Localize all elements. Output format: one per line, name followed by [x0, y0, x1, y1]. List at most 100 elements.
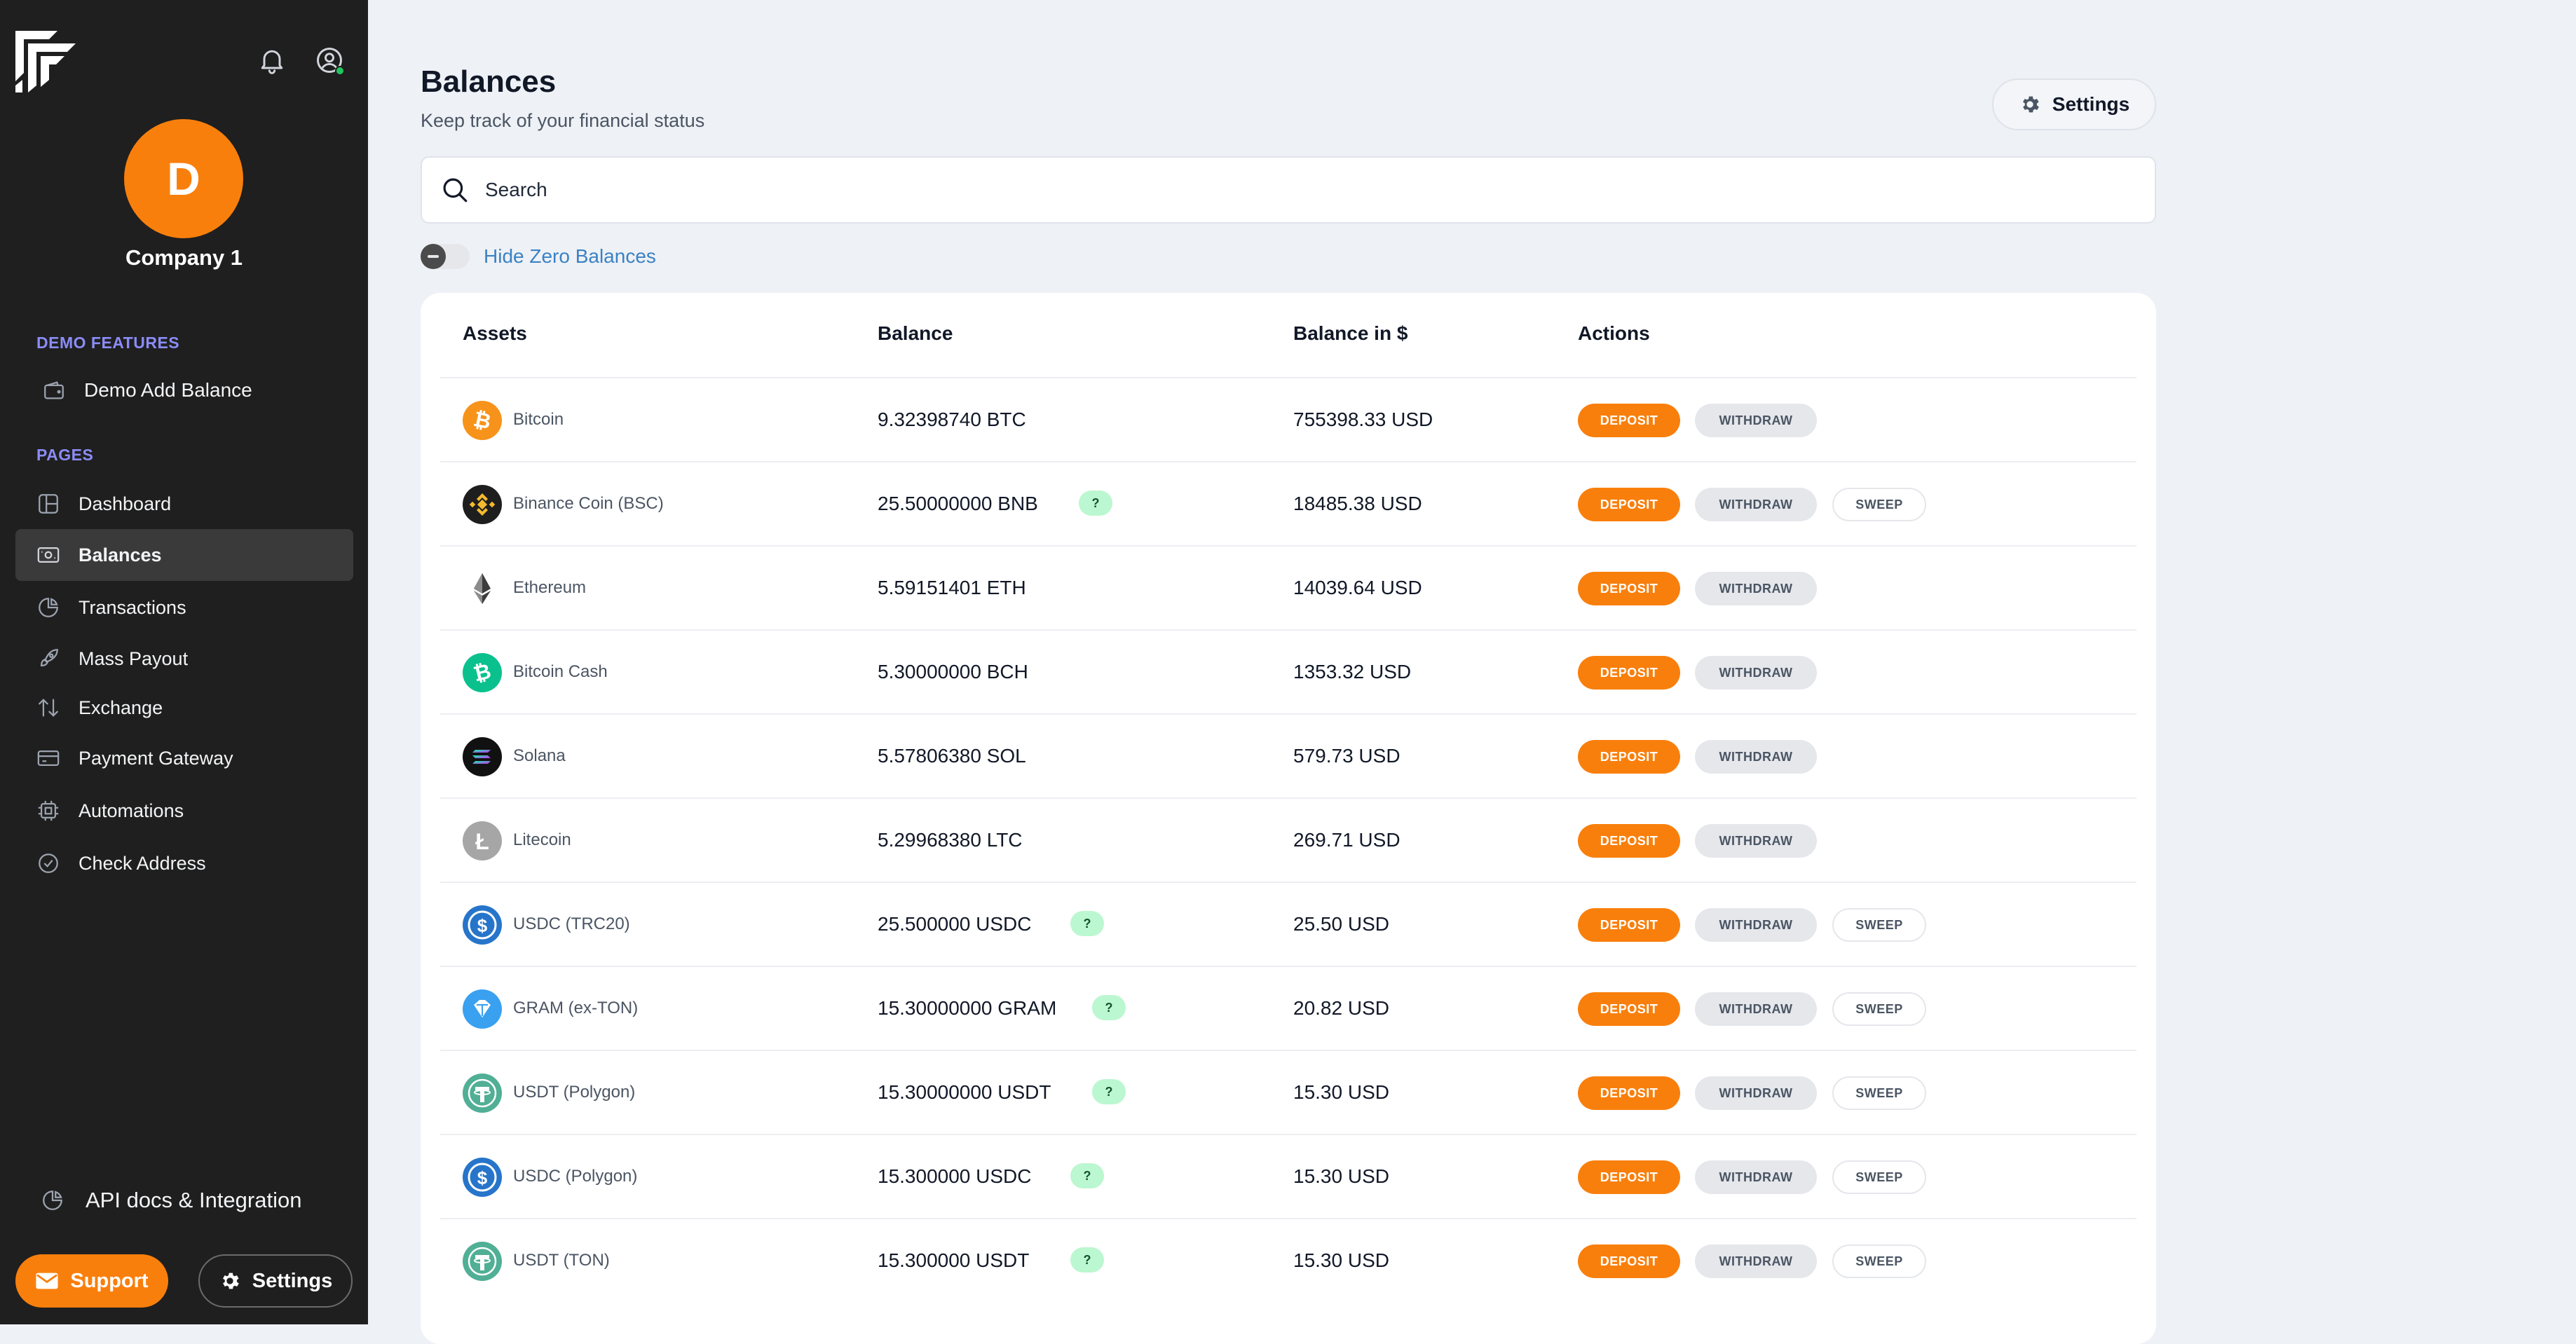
help-badge[interactable]: ? — [1092, 1079, 1126, 1104]
asset-balance: 15.300000 USDT — [878, 1249, 1030, 1271]
asset-balance-usd: 15.30 USD — [1293, 1081, 1389, 1103]
bell-icon[interactable] — [257, 45, 287, 76]
deposit-button[interactable]: DEPOSIT — [1578, 1160, 1680, 1194]
wallet-icon — [44, 381, 64, 399]
asset-balance-usd: 1353.32 USD — [1293, 661, 1412, 683]
search-input[interactable] — [485, 179, 2027, 201]
sidebar-item-mass-payout[interactable]: Mass Payout — [15, 633, 353, 685]
user-account-icon[interactable] — [314, 45, 345, 76]
sidebar-settings-label: Settings — [252, 1269, 333, 1292]
sweep-button[interactable]: SWEEP — [1832, 488, 1926, 521]
asset-name: Bitcoin — [513, 410, 564, 429]
deposit-button[interactable]: DEPOSIT — [1578, 1244, 1680, 1278]
deposit-button[interactable]: DEPOSIT — [1578, 908, 1680, 942]
hide-zero-balances-toggle[interactable] — [421, 244, 470, 269]
table-row: Binance Coin (BSC) 25.50000000 BNB? 18485.… — [440, 461, 2137, 545]
page-title: Balances — [421, 64, 557, 99]
sidebar-item-automations[interactable]: Automations — [15, 785, 353, 837]
pie-chart-icon — [43, 1191, 62, 1210]
sidebar-item-dashboard[interactable]: Dashboard — [15, 478, 353, 530]
asset-balance: 15.30000000 USDT — [878, 1081, 1051, 1103]
asset-name: Litecoin — [513, 830, 571, 849]
withdraw-button[interactable]: WITHDRAW — [1695, 656, 1817, 690]
deposit-button[interactable]: DEPOSIT — [1578, 740, 1680, 774]
transactions-icon — [39, 598, 58, 617]
help-badge[interactable]: ? — [1070, 1163, 1104, 1188]
company-name[interactable]: Company 1 — [125, 245, 243, 270]
sidebar-item-demo-add-balance[interactable]: Demo Add Balance — [15, 364, 353, 416]
svg-text:Ł: Ł — [475, 829, 489, 854]
withdraw-button[interactable]: WITHDRAW — [1695, 404, 1817, 437]
sidebar-item-transactions[interactable]: Transactions — [15, 582, 353, 633]
bnb-icon — [463, 485, 502, 524]
asset-balance: 25.500000 USDC — [878, 913, 1032, 935]
sweep-button[interactable]: SWEEP — [1832, 1244, 1926, 1278]
sidebar-item-balances[interactable]: Balances — [15, 529, 353, 581]
sidebar-item-exchange[interactable]: Exchange — [15, 682, 353, 734]
table-row: USDT (Polygon) 15.30000000 USDT? 15.30 USD… — [440, 1050, 2137, 1134]
sweep-button[interactable]: SWEEP — [1832, 1076, 1926, 1110]
chip-icon — [38, 800, 59, 821]
api-docs-link[interactable]: API docs & Integration — [41, 1188, 301, 1213]
balances-icon — [37, 547, 60, 563]
help-badge[interactable]: ? — [1092, 995, 1126, 1020]
asset-name: Bitcoin Cash — [513, 662, 608, 681]
support-button[interactable]: Support — [15, 1254, 168, 1308]
sidebar: D Company 1 DEMO FEATURES Demo Add Balan… — [0, 0, 368, 1324]
deposit-button[interactable]: DEPOSIT — [1578, 1076, 1680, 1110]
sidebar-item-label: Automations — [79, 800, 184, 821]
withdraw-button[interactable]: WITHDRAW — [1695, 572, 1817, 605]
sweep-button[interactable]: SWEEP — [1832, 1160, 1926, 1194]
help-badge[interactable]: ? — [1079, 491, 1112, 516]
deposit-button[interactable]: DEPOSIT — [1578, 824, 1680, 858]
withdraw-button[interactable]: WITHDRAW — [1695, 908, 1817, 942]
sidebar-item-payment-gateway[interactable]: Payment Gateway — [15, 732, 353, 784]
table-row: Ethereum 5.59151401 ETH 14039.64 USD DEPOSI… — [440, 545, 2137, 629]
sidebar-item-label: Demo Add Balance — [84, 379, 252, 401]
asset-balance-usd: 25.50 USD — [1293, 913, 1389, 935]
sidebar-item-check-address[interactable]: Check Address — [15, 837, 353, 889]
gram-icon — [463, 989, 502, 1029]
online-status-dot — [335, 66, 345, 76]
search-box[interactable] — [421, 156, 2156, 224]
table-header: Assets Balance Balance in $ Actions — [421, 293, 2156, 377]
hide-zero-balances-label[interactable]: Hide Zero Balances — [484, 245, 656, 267]
withdraw-button[interactable]: WITHDRAW — [1695, 824, 1817, 858]
tether-icon — [463, 1074, 502, 1113]
withdraw-button[interactable]: WITHDRAW — [1695, 488, 1817, 521]
withdraw-button[interactable]: WITHDRAW — [1695, 1076, 1817, 1110]
bitcoin-icon: ₿ — [463, 401, 502, 440]
deposit-button[interactable]: DEPOSIT — [1578, 992, 1680, 1026]
solana-icon — [463, 737, 502, 776]
asset-balance: 9.32398740 BTC — [878, 409, 1026, 430]
asset-name: GRAM (ex-TON) — [513, 999, 639, 1017]
asset-balance-usd: 15.30 USD — [1293, 1165, 1389, 1187]
help-badge[interactable]: ? — [1070, 1247, 1104, 1273]
table-row: GRAM (ex-TON) 15.30000000 GRAM? 20.82 USD D… — [440, 966, 2137, 1050]
deposit-button[interactable]: DEPOSIT — [1578, 572, 1680, 605]
hide-zero-balances-filter: Hide Zero Balances — [421, 244, 656, 269]
company-avatar[interactable]: D — [124, 119, 243, 238]
app-logo[interactable] — [15, 31, 76, 92]
asset-balance-usd: 20.82 USD — [1293, 997, 1389, 1019]
withdraw-button[interactable]: WITHDRAW — [1695, 992, 1817, 1026]
help-badge[interactable]: ? — [1070, 911, 1104, 936]
sidebar-item-label: Exchange — [79, 697, 163, 718]
asset-balance: 15.300000 USDC — [878, 1165, 1032, 1187]
asset-balance: 5.57806380 SOL — [878, 745, 1026, 767]
mail-icon — [36, 1273, 59, 1289]
api-docs-label: API docs & Integration — [86, 1188, 302, 1212]
sweep-button[interactable]: SWEEP — [1832, 992, 1926, 1026]
sidebar-item-label: Transactions — [79, 596, 186, 618]
sidebar-settings-button[interactable]: Settings — [198, 1254, 353, 1308]
deposit-button[interactable]: DEPOSIT — [1578, 404, 1680, 437]
withdraw-button[interactable]: WITHDRAW — [1695, 740, 1817, 774]
withdraw-button[interactable]: WITHDRAW — [1695, 1244, 1817, 1278]
settings-button[interactable]: Settings — [1992, 78, 2156, 130]
deposit-button[interactable]: DEPOSIT — [1578, 488, 1680, 521]
withdraw-button[interactable]: WITHDRAW — [1695, 1160, 1817, 1194]
settings-label: Settings — [2052, 93, 2130, 115]
sweep-button[interactable]: SWEEP — [1832, 908, 1926, 942]
deposit-button[interactable]: DEPOSIT — [1578, 656, 1680, 690]
asset-name: USDT (Polygon) — [513, 1083, 636, 1102]
